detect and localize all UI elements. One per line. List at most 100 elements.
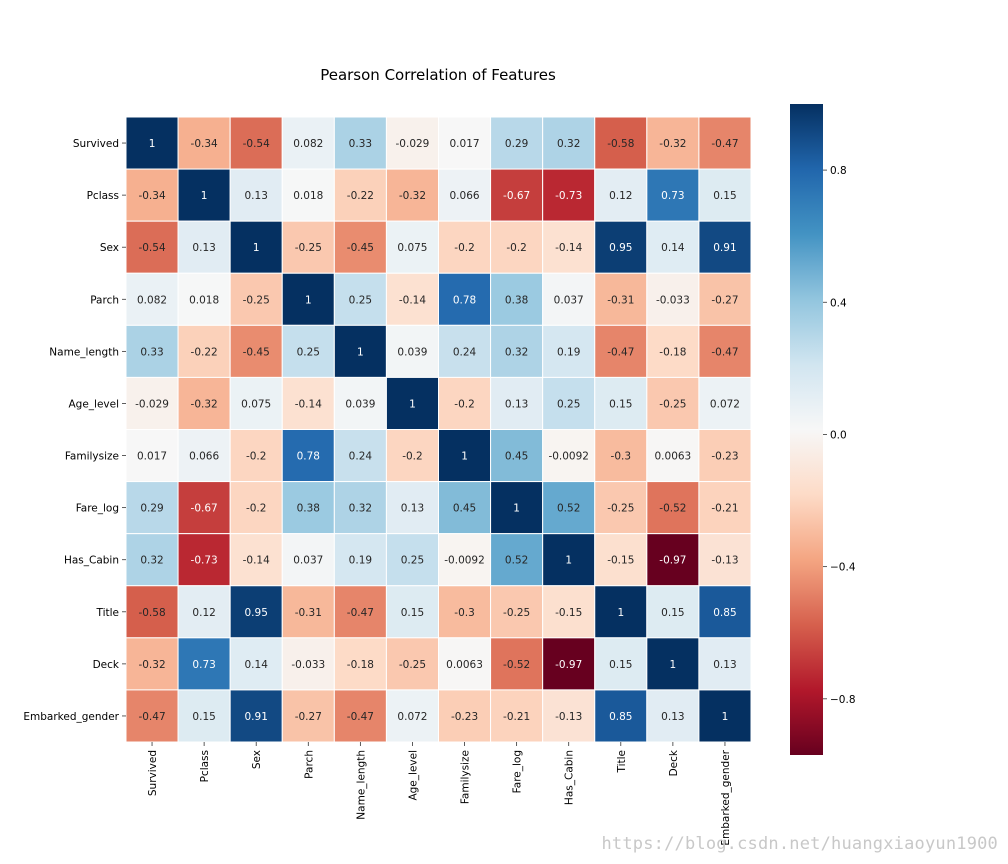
heatmap-cell bbox=[229, 272, 283, 326]
heatmap-cell bbox=[646, 481, 700, 535]
heatmap-cell bbox=[490, 116, 544, 170]
heatmap-cell bbox=[438, 272, 492, 326]
watermark: https://blog.csdn.net/huangxiaoyun1900 bbox=[601, 834, 998, 854]
cell-value-label: 1 bbox=[409, 398, 416, 410]
heatmap-cell bbox=[698, 168, 752, 222]
heatmap-cell bbox=[333, 220, 387, 274]
cell-value-label: 0.25 bbox=[349, 294, 372, 306]
cell-value-label: 1 bbox=[565, 555, 572, 567]
colorbar-tick-label: 0.8 bbox=[830, 165, 847, 177]
heatmap-cell bbox=[438, 637, 492, 691]
cell-value-label: 0.082 bbox=[137, 294, 167, 306]
cell-value-label: -0.14 bbox=[295, 398, 322, 410]
cell-value-label: 0.19 bbox=[557, 346, 580, 358]
heatmap-cell bbox=[229, 116, 283, 170]
heatmap-cell bbox=[125, 376, 179, 430]
heatmap-cell bbox=[177, 429, 231, 483]
heatmap-cell bbox=[281, 168, 335, 222]
cell-value-label: 0.072 bbox=[710, 398, 740, 410]
heatmap-cell bbox=[385, 168, 439, 222]
heatmap-cell bbox=[698, 429, 752, 483]
cell-value-label: -0.25 bbox=[607, 503, 634, 515]
cell-value-label: -0.13 bbox=[555, 711, 582, 723]
heatmap-cell bbox=[490, 324, 544, 378]
heatmap-cell bbox=[594, 376, 648, 430]
cell-value-label: 0.45 bbox=[453, 503, 476, 515]
x-tick-label: Sex bbox=[251, 750, 263, 769]
cell-value-label: 0.45 bbox=[505, 451, 528, 463]
cell-value-label: 0.95 bbox=[245, 607, 268, 619]
heatmap-cell bbox=[438, 689, 492, 743]
cell-value-label: 1 bbox=[253, 242, 260, 254]
cell-value-label: 0.32 bbox=[349, 503, 372, 515]
heatmap-cell bbox=[594, 585, 648, 639]
cell-value-label: -0.73 bbox=[555, 190, 582, 202]
cell-value-label: 0.12 bbox=[192, 607, 215, 619]
heatmap-cell bbox=[594, 272, 648, 326]
heatmap-cell bbox=[698, 481, 752, 535]
cell-value-label: -0.31 bbox=[607, 294, 634, 306]
x-tick-label: Has_Cabin bbox=[564, 750, 576, 805]
cell-value-label: 1 bbox=[461, 451, 468, 463]
cell-value-label: -0.3 bbox=[611, 451, 632, 463]
cell-value-label: -0.15 bbox=[607, 555, 634, 567]
heatmap-cell bbox=[490, 533, 544, 587]
heatmap-cell bbox=[177, 585, 231, 639]
heatmap-cell bbox=[646, 585, 700, 639]
heatmap-cell bbox=[125, 272, 179, 326]
cell-value-label: 0.13 bbox=[192, 242, 215, 254]
x-tick-label: Deck bbox=[668, 749, 680, 776]
heatmap-cell bbox=[281, 533, 335, 587]
cell-value-label: -0.47 bbox=[711, 138, 738, 150]
cell-value-label: -0.2 bbox=[506, 242, 527, 254]
heatmap-cell bbox=[281, 220, 335, 274]
y-tick-label: Pclass bbox=[87, 190, 119, 202]
y-axis: Survived Pclass Sex Parch Name_length Age_lev… bbox=[23, 138, 126, 723]
cell-value-label: -0.15 bbox=[555, 607, 582, 619]
cell-value-label: -0.2 bbox=[454, 398, 475, 410]
heatmap-cell bbox=[177, 689, 231, 743]
heatmap-cell bbox=[177, 116, 231, 170]
heatmap-cell bbox=[281, 376, 335, 430]
heatmap-cell bbox=[594, 168, 648, 222]
cell-value-label: 0.15 bbox=[192, 711, 215, 723]
cell-value-label: -0.47 bbox=[711, 346, 738, 358]
heatmap-cell bbox=[698, 637, 752, 691]
cell-value-label: -0.27 bbox=[295, 711, 322, 723]
heatmap-cell bbox=[125, 324, 179, 378]
cell-value-label: 0.15 bbox=[713, 190, 736, 202]
heatmap-cell bbox=[333, 168, 387, 222]
y-tick-label: Deck bbox=[93, 659, 120, 671]
cell-value-label: -0.23 bbox=[451, 711, 478, 723]
cell-value-label: 0.73 bbox=[192, 659, 215, 671]
heatmap-cell bbox=[698, 585, 752, 639]
cell-value-label: -0.97 bbox=[659, 555, 686, 567]
heatmap-cell bbox=[490, 376, 544, 430]
cell-value-label: 0.29 bbox=[505, 138, 528, 150]
cell-value-label: 0.075 bbox=[397, 242, 427, 254]
heatmap-cell bbox=[438, 220, 492, 274]
cell-value-label: -0.0092 bbox=[444, 555, 485, 567]
cell-value-label: 0.072 bbox=[397, 711, 427, 723]
cell-value-label: 0.15 bbox=[401, 607, 424, 619]
heatmap-cell bbox=[646, 272, 700, 326]
cell-value-label: -0.25 bbox=[399, 659, 426, 671]
colorbar-tick-label: 0.0 bbox=[830, 429, 847, 441]
heatmap-cell bbox=[385, 533, 439, 587]
cell-value-label: -0.25 bbox=[295, 242, 322, 254]
heatmap-cell bbox=[385, 272, 439, 326]
x-tick-label: Age_level bbox=[407, 750, 419, 801]
heatmap-cell bbox=[490, 168, 544, 222]
cell-value-label: 1 bbox=[201, 190, 208, 202]
colorbar-tick-label: 0.4 bbox=[830, 297, 847, 309]
cell-value-label: 0.24 bbox=[349, 451, 373, 463]
cell-value-label: -0.31 bbox=[295, 607, 322, 619]
cell-value-label: -0.54 bbox=[243, 138, 270, 150]
heatmap-cell bbox=[281, 481, 335, 535]
cell-value-label: -0.033 bbox=[291, 659, 325, 671]
cell-value-label: -0.67 bbox=[191, 503, 218, 515]
cell-value-label: -0.033 bbox=[656, 294, 690, 306]
cell-value-label: 0.066 bbox=[189, 451, 219, 463]
cell-value-label: 0.24 bbox=[453, 346, 477, 358]
